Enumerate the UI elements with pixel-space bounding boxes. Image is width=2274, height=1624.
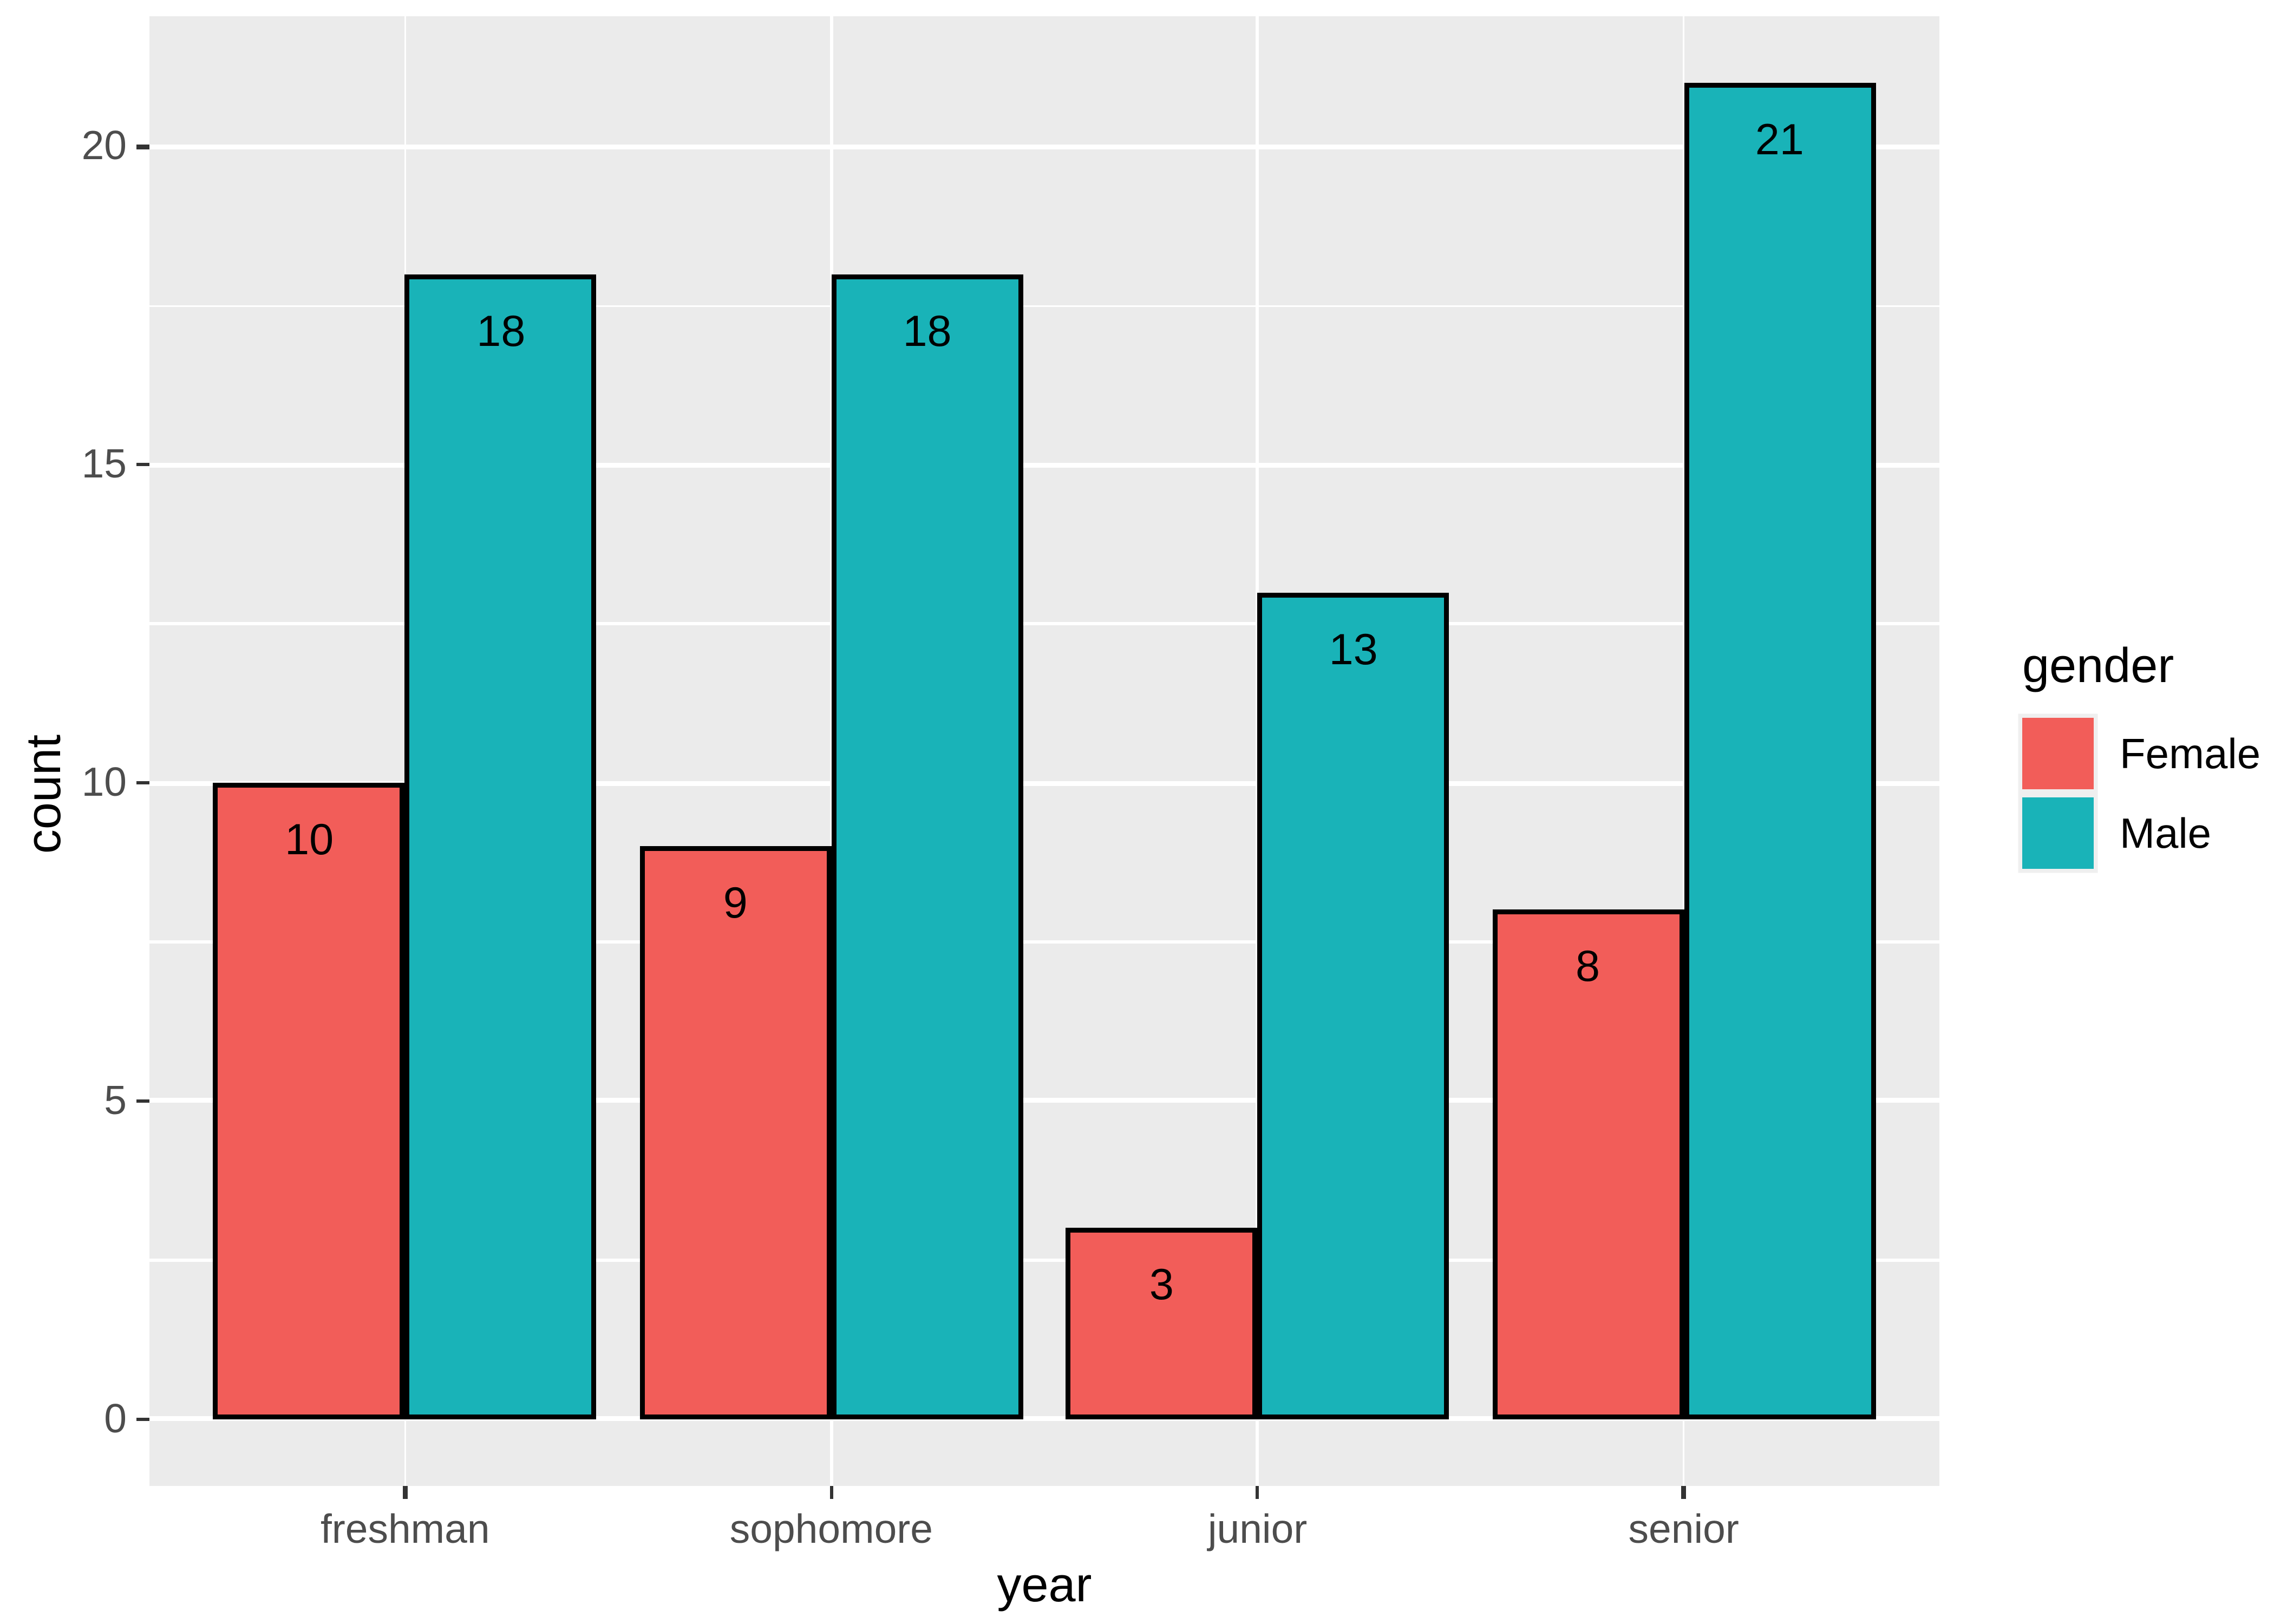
x-tick-mark [1681,1486,1686,1499]
y-tick-mark [136,781,149,785]
bar-value-label: 10 [285,815,334,865]
legend-items: Female Male [2022,718,2260,869]
y-tick-label: 15 [81,442,127,488]
gridline-y-major [149,780,1939,785]
bar-male-senior [1683,83,1876,1419]
legend-label-male: Male [2120,808,2212,857]
y-tick-label: 20 [81,123,127,169]
bar-value-label: 8 [1576,942,1600,992]
legend-swatch-female [2022,718,2094,789]
x-tick-label-sophomore: sophomore [729,1507,933,1553]
x-tick-mark [829,1486,834,1499]
bar-value-label: 18 [476,306,526,355]
y-tick-mark [136,462,149,467]
bar-female-freshman [213,783,406,1419]
bar-value-label: 3 [1149,1260,1174,1309]
bar-value-label: 9 [723,879,748,928]
bar-male-freshman [405,273,597,1419]
bar-value-label: 13 [1329,624,1378,673]
bar-male-junior [1257,592,1449,1419]
y-tick-label: 5 [104,1078,127,1124]
x-tick-label-junior: junior [1207,1507,1308,1553]
x-tick-label-freshman: freshman [320,1507,490,1553]
x-tick-mark [1255,1486,1260,1499]
y-tick-mark [136,1099,149,1103]
bar-value-label: 21 [1755,115,1804,165]
bar-male-sophomore [831,273,1023,1419]
x-tick-label-senior: senior [1628,1507,1739,1553]
x-tick-mark [403,1486,408,1499]
legend-item-female: Female [2022,718,2260,789]
gridline-y-major [149,462,1939,468]
y-tick-mark [136,145,149,149]
legend-label-female: Female [2120,728,2261,777]
y-tick-label: 10 [81,760,127,806]
legend-title: gender [2022,640,2174,693]
gridline-y-minor [149,940,1939,944]
bar-female-sophomore [639,846,832,1419]
y-tick-mark [136,1417,149,1422]
gridline-y-major [149,144,1939,149]
plot-panel: 10 9 3 8 18 18 13 21 [149,16,1939,1486]
gridline-y-minor [149,623,1939,625]
gridline-y-minor [149,1259,1939,1261]
y-tick-label: 0 [104,1396,127,1442]
legend: gender Female Male [2022,640,2260,877]
y-axis-title: count [18,734,71,854]
bar-female-junior [1066,1228,1258,1419]
bar-value-label: 18 [903,306,952,355]
legend-item-male: Male [2022,797,2260,869]
x-axis-title: year [997,1559,1092,1613]
legend-swatch-male [2022,797,2094,869]
gridline-y-major [149,1098,1939,1104]
bar-female-senior [1492,910,1684,1419]
gridline-y-minor [149,304,1939,307]
gridline-y-major [149,1417,1939,1422]
